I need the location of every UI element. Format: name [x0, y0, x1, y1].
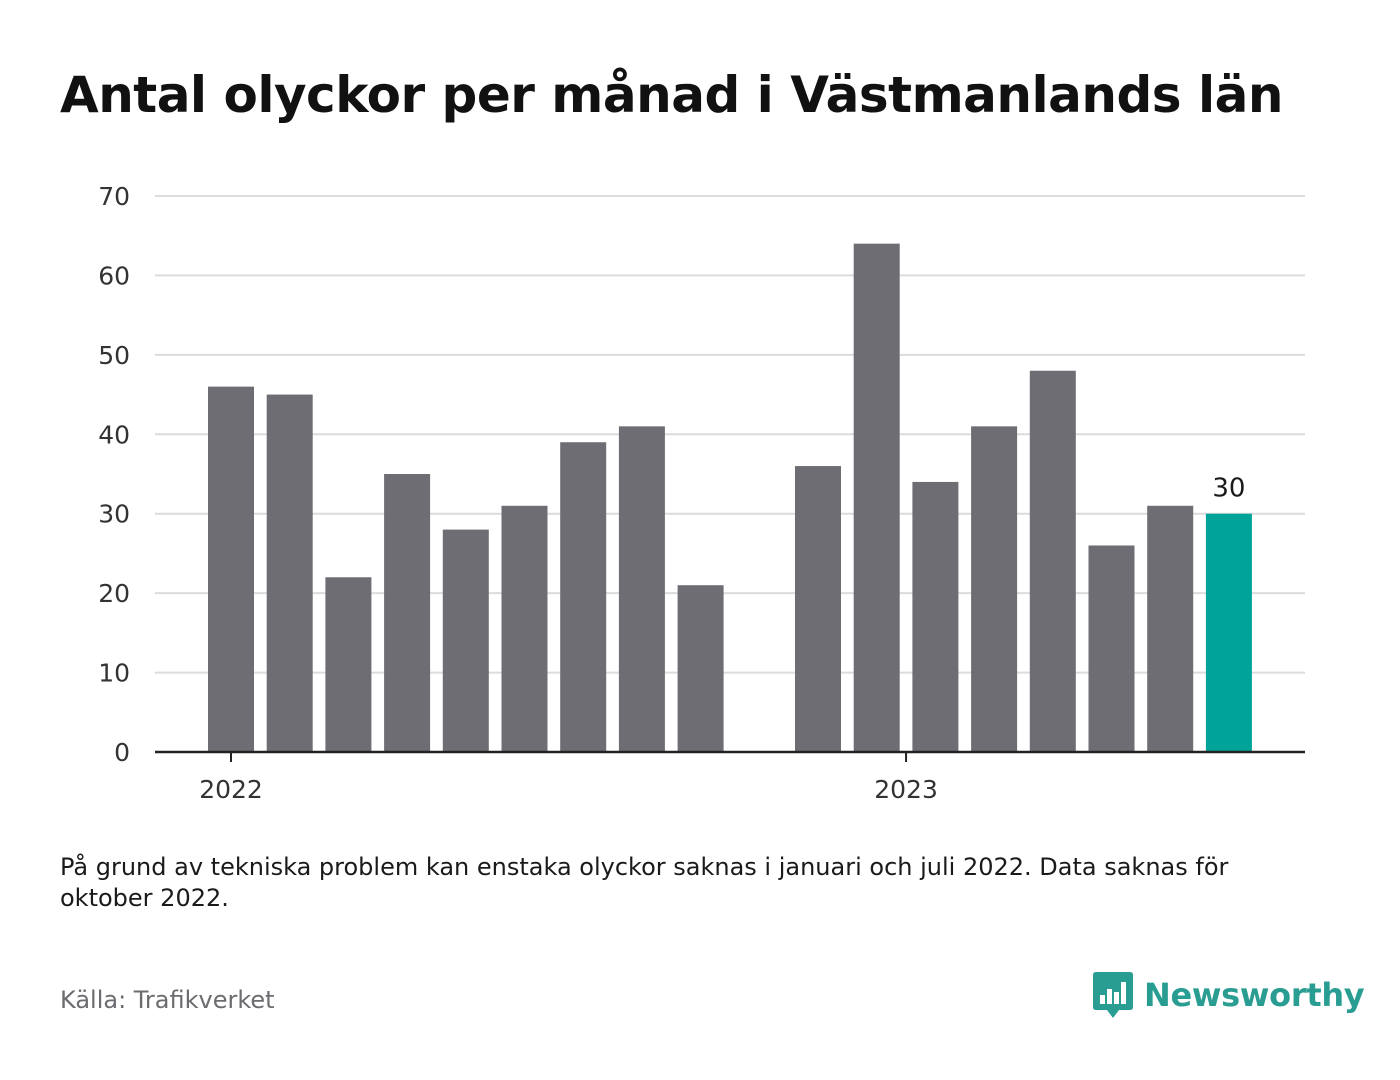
- bar: [501, 505, 548, 752]
- y-tick-label: 40: [98, 420, 130, 449]
- bar: [325, 577, 372, 752]
- bar: [1205, 513, 1252, 752]
- y-tick-label: 30: [98, 500, 130, 529]
- y-tick-label: 70: [98, 182, 130, 211]
- bar: [266, 394, 313, 752]
- newsworthy-logo-icon: [1093, 972, 1133, 1018]
- bar-chart: 0 10 20 30 40 50 60 70 30 2022 2023: [98, 182, 1305, 804]
- bar: [442, 529, 489, 752]
- y-tick-label: 20: [98, 579, 130, 608]
- x-tick-label: 2022: [199, 775, 263, 804]
- bar: [1088, 545, 1135, 752]
- y-tick-label: 10: [98, 659, 130, 688]
- bar: [1029, 370, 1076, 752]
- bar: [208, 386, 254, 752]
- bar: [560, 442, 607, 752]
- chart-note: På grund av tekniska problem kan enstaka…: [60, 853, 1229, 912]
- bar: [912, 481, 959, 752]
- brand-name: Newsworthy: [1144, 976, 1365, 1014]
- bar: [384, 474, 431, 752]
- brand-logo[interactable]: Newsworthy: [1092, 970, 1365, 1020]
- source-credit: Källa: Trafikverket: [60, 986, 275, 1014]
- bar: [971, 426, 1018, 752]
- bar: [677, 585, 724, 752]
- bar: [853, 243, 900, 752]
- y-tick-label: 60: [98, 261, 130, 290]
- data-label: 30: [1212, 474, 1245, 504]
- x-tick-label: 2023: [874, 775, 938, 804]
- y-tick-label: 0: [114, 738, 130, 767]
- y-tick-label: 50: [98, 341, 130, 370]
- bar: [1147, 505, 1194, 752]
- bar: [795, 466, 841, 752]
- bar: [618, 426, 665, 752]
- chart-title: Antal olyckor per månad i Västmanlands l…: [60, 66, 1283, 124]
